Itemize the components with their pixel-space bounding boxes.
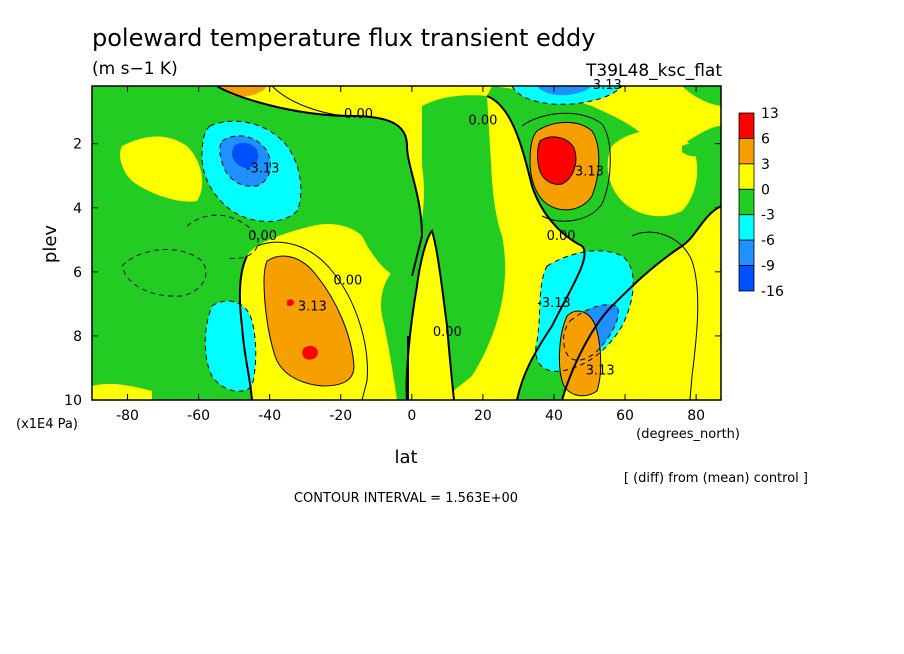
fill-orange-sh-lower (264, 256, 354, 386)
fill-red-sh-lower-2 (287, 299, 294, 307)
neg-contour-sh-lower (204, 300, 257, 392)
neg-contour-nh-lower (535, 250, 634, 372)
colorbar-label: -3 (761, 208, 775, 224)
y-tick-label: 6 (73, 265, 82, 281)
colorbar-swatch (738, 188, 755, 216)
x-tick-label: 20 (474, 408, 492, 424)
contour-lines (121, 86, 721, 400)
colorbar-swatch (738, 138, 755, 165)
colorbar-swatch (738, 163, 755, 190)
pos-contour-sh-lower (263, 255, 355, 387)
colorbar-label: -6 (761, 233, 775, 249)
y-axis-ticks: 2 4 6 8 10 (64, 137, 721, 409)
colorbar-label: -16 (761, 284, 784, 300)
neg-contour-sh-upper-2 (219, 135, 271, 187)
y-axis-units: (x1E4 Pa) (16, 417, 78, 432)
pos-contour-sh-lower-outer (256, 241, 368, 400)
pos-contour-nh-upper (529, 121, 600, 211)
contour-label: 0.00 (344, 107, 373, 122)
contour-label: -3.13 (537, 296, 571, 311)
zero-line-nh (486, 95, 586, 400)
contour-label: 0.00 (433, 325, 462, 340)
pos-contour-nh-upper-inner (537, 136, 577, 185)
units-label: (m s−1 K) (92, 59, 178, 79)
neg-contour-top (511, 86, 623, 105)
fill-yellow-nh-hole (607, 131, 698, 217)
colorbar-swatch (738, 265, 755, 292)
plot-frame (91, 85, 722, 401)
colorbar-swatch (738, 214, 755, 241)
fill-green-top-right (682, 86, 721, 106)
y-tick-label: 4 (73, 201, 82, 217)
y-tick-label: 2 (73, 137, 82, 153)
fill-yellow-sh-bottom (92, 383, 152, 400)
contour-label: 0.00 (248, 229, 277, 244)
pos-contour-nh-lower (558, 310, 602, 397)
fill-red-nh-upper (537, 136, 576, 185)
filled-contours (92, 86, 721, 400)
diff-note: [ (diff) from (mean) control ] (624, 471, 808, 486)
contour-label: 0.00 (468, 113, 497, 128)
x-axis-units: (degrees_north) (636, 427, 740, 442)
colorbar: 13 6 3 0 -3 -6 -9 -16 (738, 106, 784, 300)
colorbar-label: 3 (761, 157, 770, 173)
x-tick-label: -60 (187, 408, 210, 424)
contour-label: 3.13 (298, 299, 327, 314)
zero-line-sh-2 (238, 255, 253, 400)
zero-line-center (405, 229, 455, 400)
colorbar-label: 6 (761, 131, 770, 147)
x-tick-label: -40 (258, 408, 281, 424)
contour-interval: CONTOUR INTERVAL = 1.563E+00 (294, 491, 518, 506)
contour-label: 3.13 (586, 363, 615, 378)
x-tick-label: -20 (329, 408, 352, 424)
run-label: T39L48_ksc_flat (585, 61, 722, 81)
contour-label: 3.13 (575, 165, 604, 180)
fill-cyan-sh-lower (205, 301, 256, 392)
chart-title: poleward temperature flux transient eddy (92, 24, 595, 52)
x-tick-label: 0 (407, 408, 416, 424)
fill-yellow-center-tongue (406, 231, 454, 400)
x-tick-label: 40 (545, 408, 563, 424)
contour-label: -3.13 (246, 162, 280, 177)
x-tick-label: 80 (687, 408, 705, 424)
zero-line-sh (216, 86, 424, 277)
fill-blue-top (537, 86, 592, 96)
pos-contour-weak-nh (631, 231, 699, 400)
pos-contour-nh-upper-outer (521, 112, 611, 222)
fill-yellow-sh-patch (120, 136, 203, 202)
y-axis-label: plev (40, 225, 61, 264)
neg-contour-weak-sh (121, 249, 207, 297)
colorbar-label: -9 (761, 259, 775, 275)
fill-red-sh-lower (302, 345, 318, 360)
plot-area: 0.00 0.00 -3.13 3.13 0.00 0.00 0.00 3.13 0.00 -3.… (64, 78, 722, 424)
contour-label: 0.00 (333, 274, 362, 289)
x-axis-ticks: -80 -60 -40 -20 0 20 40 60 80 (116, 86, 705, 424)
neg-contour-nh-lower-2 (563, 304, 619, 361)
colorbar-label: 13 (761, 106, 779, 122)
fill-cyan-top (512, 86, 622, 105)
colorbar-swatch (738, 239, 755, 266)
x-tick-label: 60 (616, 408, 634, 424)
x-tick-label: -80 (116, 408, 139, 424)
fill-green-nh-right (682, 143, 704, 157)
x-axis-label: lat (394, 447, 417, 468)
pos-contour-top-sh (271, 86, 363, 117)
colorbar-label: 0 (761, 182, 770, 198)
y-tick-label: 10 (64, 393, 82, 409)
colorbar-swatch (738, 112, 755, 139)
contour-label: 0.00 (547, 229, 576, 244)
fill-darkblue-sh-upper (232, 142, 259, 168)
contour-labels: 0.00 0.00 -3.13 3.13 0.00 0.00 0.00 3.13 0.00 -3.… (246, 78, 622, 378)
y-tick-label: 8 (73, 329, 82, 345)
